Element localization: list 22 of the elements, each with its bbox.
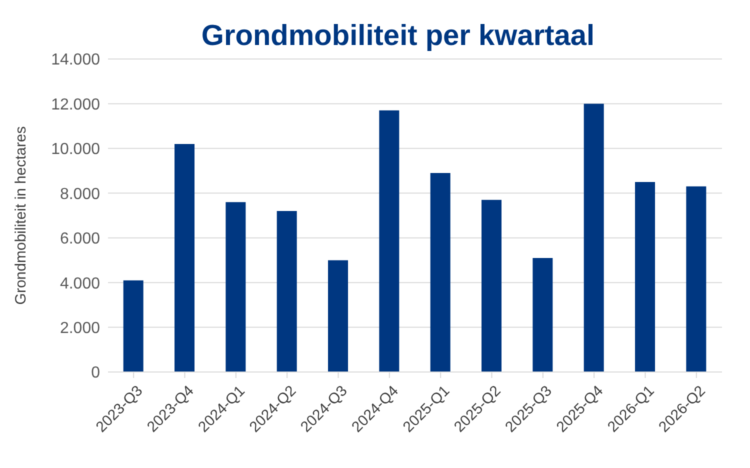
bar xyxy=(482,200,502,372)
y-tick-label: 12.000 xyxy=(51,96,100,114)
bar xyxy=(328,260,348,372)
bar xyxy=(276,211,297,372)
bar xyxy=(532,258,553,372)
y-tick-label: 10.000 xyxy=(51,141,100,158)
y-tick-label: 2.000 xyxy=(60,320,100,337)
bar xyxy=(635,182,656,372)
y-tick-label: 8.000 xyxy=(60,186,100,203)
bar xyxy=(123,280,144,372)
bar xyxy=(226,202,246,372)
y-tick-label: 4.000 xyxy=(60,275,100,292)
bar xyxy=(379,110,400,372)
y-tick-label: 6.000 xyxy=(60,230,100,248)
bar xyxy=(174,144,195,372)
y-axis-title: Grondmobiliteit in hectares xyxy=(12,126,30,305)
y-tick-label: 14.000 xyxy=(51,52,100,69)
y-tick-label: 0 xyxy=(91,364,100,382)
bar xyxy=(686,186,706,372)
bar xyxy=(584,104,604,372)
bar xyxy=(430,173,450,372)
chart-title: Grondmobiliteit per kwartaal xyxy=(200,20,596,53)
